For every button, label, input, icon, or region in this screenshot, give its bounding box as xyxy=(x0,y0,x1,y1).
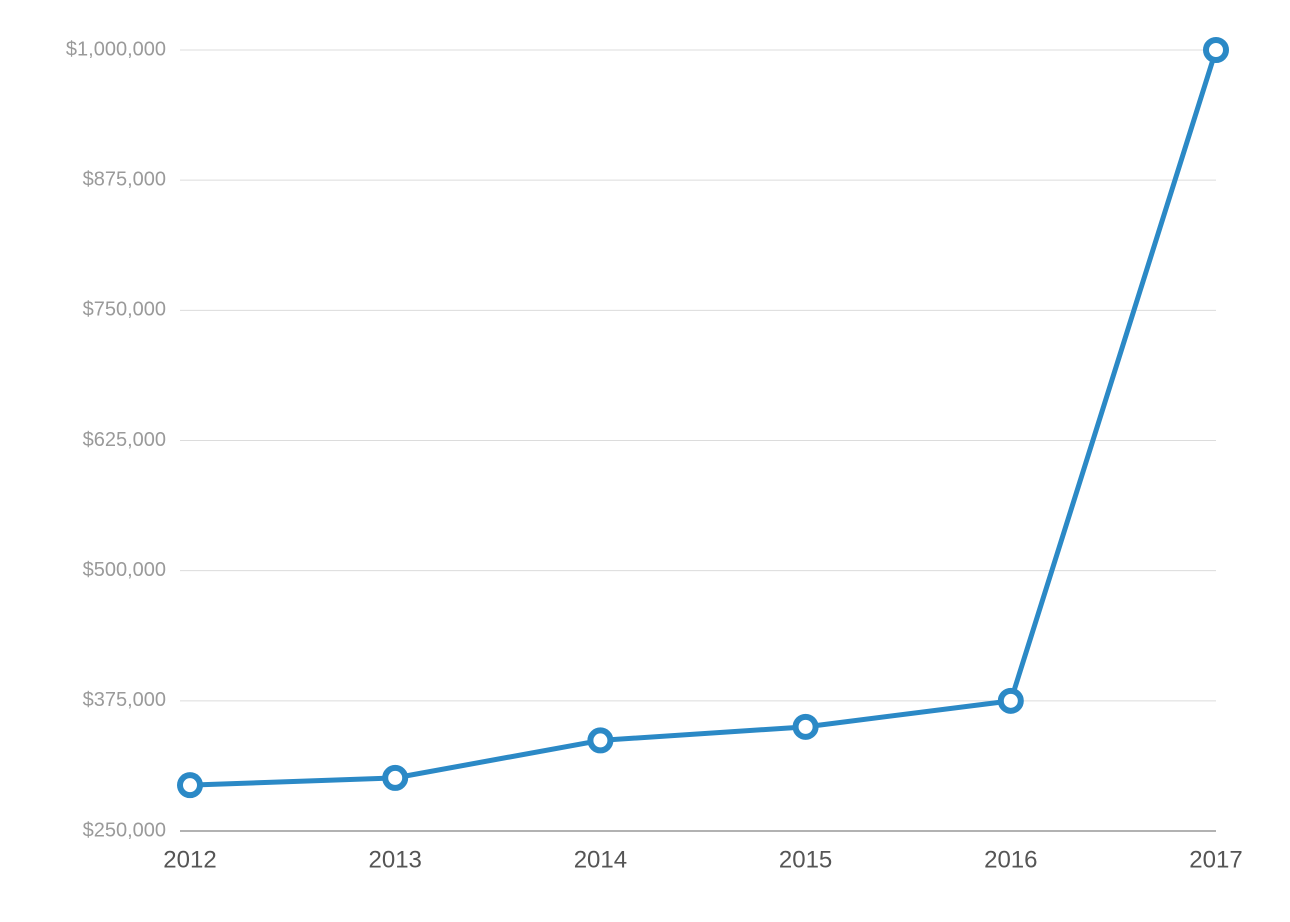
y-tick-label: $625,000 xyxy=(83,429,166,451)
y-tick-label: $500,000 xyxy=(83,559,166,581)
y-tick-label: $875,000 xyxy=(83,168,166,190)
x-tick-label: 2015 xyxy=(779,846,832,873)
point xyxy=(382,764,409,791)
x-tick-label: 2017 xyxy=(1189,846,1242,873)
x-tick-label: 2012 xyxy=(163,846,216,873)
x-tick-label: 2016 xyxy=(984,846,1037,873)
point xyxy=(1203,37,1229,63)
point xyxy=(792,713,819,740)
point xyxy=(587,727,614,754)
y-tick-label: $1,000,000 xyxy=(66,38,166,60)
y-tick-label: $250,000 xyxy=(83,819,166,841)
y-tick-label: $375,000 xyxy=(83,689,166,711)
point xyxy=(177,772,203,799)
y-tick-label: $750,000 xyxy=(83,299,166,321)
x-tick-label: 2014 xyxy=(574,846,627,873)
line xyxy=(189,49,1219,788)
point xyxy=(997,687,1024,714)
x-tick-label: 2013 xyxy=(369,846,422,873)
